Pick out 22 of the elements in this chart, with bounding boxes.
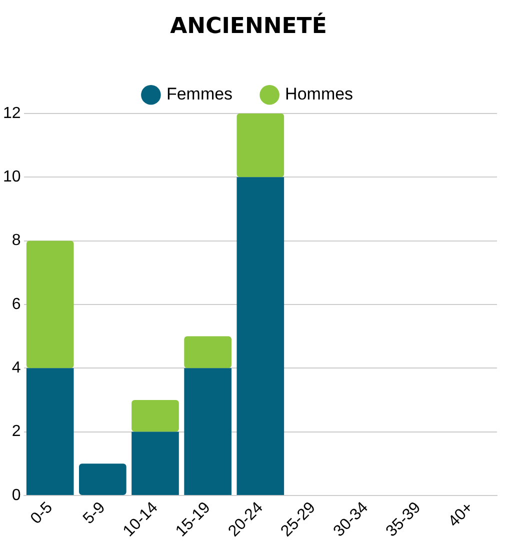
- x-tick-label: 0-5: [28, 499, 56, 528]
- bar: [26, 368, 74, 495]
- y-tick-label: 12: [3, 104, 21, 122]
- legend-label: Femmes: [166, 84, 233, 104]
- bar: [236, 113, 284, 178]
- y-tick-label: 10: [3, 168, 21, 186]
- bar: [132, 432, 179, 495]
- bar: [236, 177, 284, 495]
- legend-label: Hommes: [285, 84, 354, 104]
- y-tick-label: 0: [12, 486, 21, 504]
- y-tick-label: 4: [12, 360, 21, 377]
- y-tick-label: 8: [12, 232, 21, 250]
- x-tick-label: 40+: [445, 499, 477, 530]
- x-tick-label: 5-9: [80, 499, 109, 528]
- y-tick-label: 6: [12, 296, 21, 313]
- bar: [184, 368, 232, 495]
- bar: [79, 464, 126, 495]
- y-tick-label: 2: [12, 423, 21, 440]
- bar: [184, 336, 232, 368]
- bar: [26, 240, 74, 368]
- chart-title: ANCIENNETÉ: [170, 12, 327, 39]
- bar: [132, 400, 179, 432]
